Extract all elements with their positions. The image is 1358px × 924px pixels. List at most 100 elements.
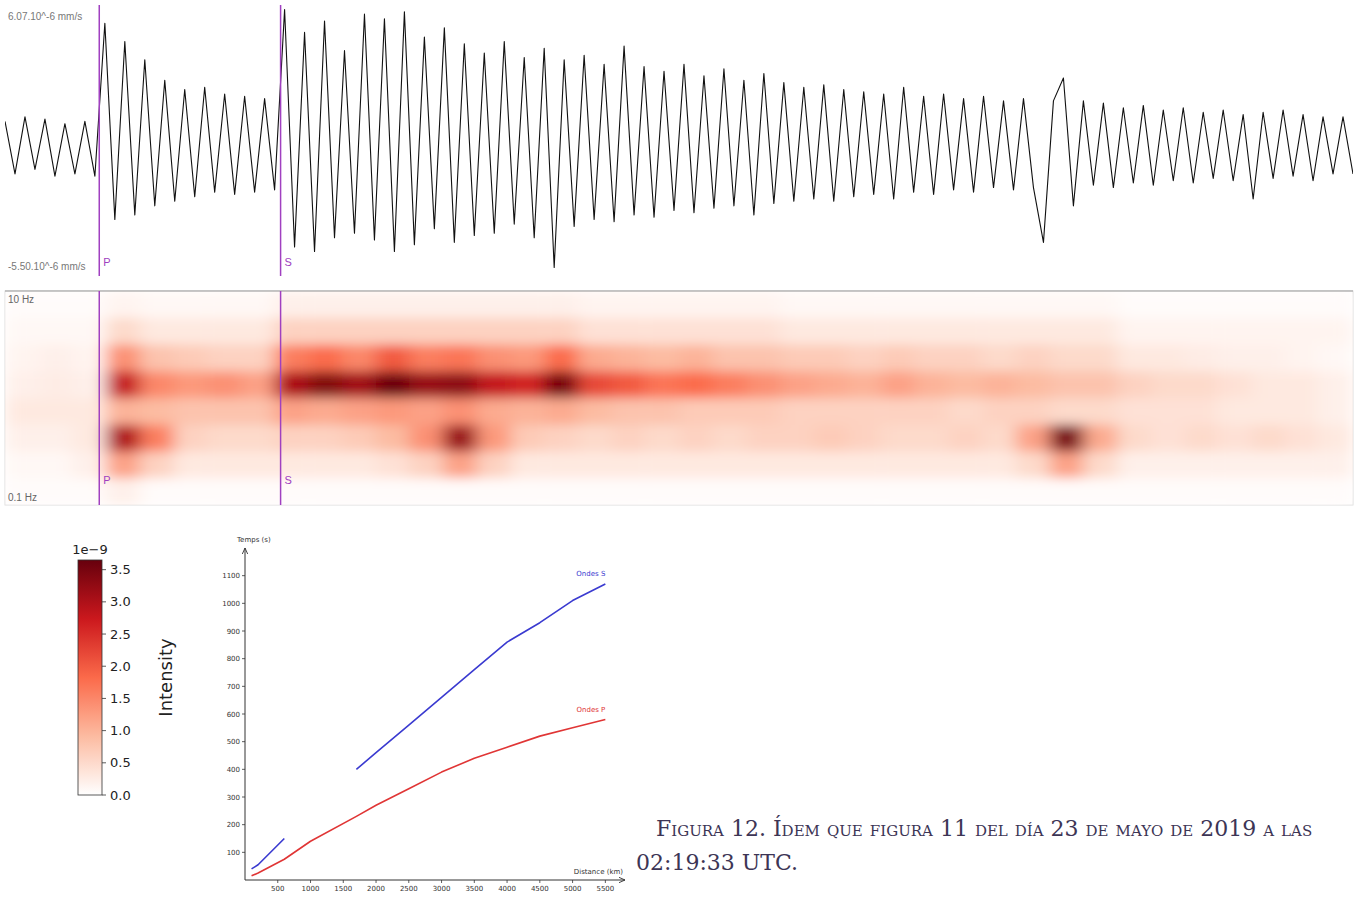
heat-cell [746,371,780,398]
heat-cell [443,345,477,372]
heat-cell [544,452,578,479]
y-tick [242,658,245,659]
x-tick [605,880,606,883]
heat-cell [1319,452,1353,479]
x-tick-label: 1000 [302,885,320,893]
tick-label: 6.07.10^-6 mm/s [8,11,82,22]
heat-cell [612,478,646,505]
heat-cell [645,345,679,372]
heat-cell [544,345,578,372]
heat-cell [645,478,679,505]
heat-cell [1050,398,1084,425]
y-tick [242,824,245,825]
heat-cell [780,425,814,452]
heat-cell [814,291,848,318]
heat-cell [645,452,679,479]
heat-cell [39,425,73,452]
colorbar-tick-label: 2.5 [110,627,131,642]
heat-cell [308,371,342,398]
colorbar-tick [102,730,106,731]
heat-cell [308,398,342,425]
y-tick [242,575,245,576]
heat-cell [443,398,477,425]
heat-cell [612,425,646,452]
tick-label: 0.1 Hz [8,492,37,503]
heat-cell [5,452,39,479]
heat-cell [174,452,208,479]
heat-cell [713,398,747,425]
heat-cell [308,345,342,372]
heat-cell [477,318,511,345]
heat-cell [477,371,511,398]
heat-cell [848,291,882,318]
heat-cell [881,398,915,425]
spectrogram-frame [5,291,1353,505]
heat-cell [1050,478,1084,505]
heat-cell [544,398,578,425]
heat-cell [1083,345,1117,372]
heat-cell [376,291,410,318]
heat-cell [982,318,1016,345]
heat-cell [1083,398,1117,425]
heat-cell [578,478,612,505]
heat-cell [949,345,983,372]
heat-cell [106,291,140,318]
heat-cell [275,398,309,425]
heat-cell [342,318,376,345]
heat-cell [140,371,174,398]
heat-cell [207,478,241,505]
heat-cell [982,371,1016,398]
heat-cell [578,398,612,425]
y-tick-label: 800 [227,655,240,663]
heat-cell [713,318,747,345]
heat-cell [241,452,275,479]
heat-cell [814,318,848,345]
heat-cell [578,425,612,452]
heat-cell [915,398,949,425]
phase-line [280,5,282,276]
heat-cell [477,452,511,479]
y-tick [242,631,245,632]
heat-cell [207,398,241,425]
y-tick [242,769,245,770]
heat-cell [746,291,780,318]
heat-cell [578,318,612,345]
heat-cell [308,478,342,505]
heat-cell [1218,452,1252,479]
phase-label: S [285,256,292,268]
phase-label: P [103,474,110,486]
x-tick-label: 3000 [433,885,451,893]
heat-cell [645,318,679,345]
heat-cell [814,452,848,479]
heat-cell [241,291,275,318]
heat-cell [645,398,679,425]
heat-cell [578,345,612,372]
heat-cell [140,318,174,345]
x-tick [539,880,540,883]
colorbar-tick [102,601,106,602]
heat-cell [746,318,780,345]
x-tick-label: 4000 [498,885,516,893]
heat-cell [1252,345,1286,372]
heat-cell [1286,371,1320,398]
panel-border [5,291,1353,292]
heat-cell [1016,371,1050,398]
heat-cell [106,425,140,452]
heat-cell [1286,318,1320,345]
heat-cell [174,345,208,372]
heat-cell [1050,318,1084,345]
heat-cell [713,345,747,372]
figure: 6.07.10^-6 mm/s-5.50.10^-6 mm/sPS10 Hz0.… [0,0,1358,924]
heat-cell [949,291,983,318]
heat-cell [982,291,1016,318]
heat-cell [1319,345,1353,372]
y-tick-label: 900 [227,628,240,636]
heat-cell [578,371,612,398]
x-tick-label: 500 [271,885,284,893]
x-tick-label: 3500 [465,885,483,893]
heat-cell [1117,425,1151,452]
heat-cell [915,425,949,452]
tick-label: 10 Hz [8,294,34,305]
heat-cell [1185,478,1219,505]
phase-label: S [285,474,292,486]
